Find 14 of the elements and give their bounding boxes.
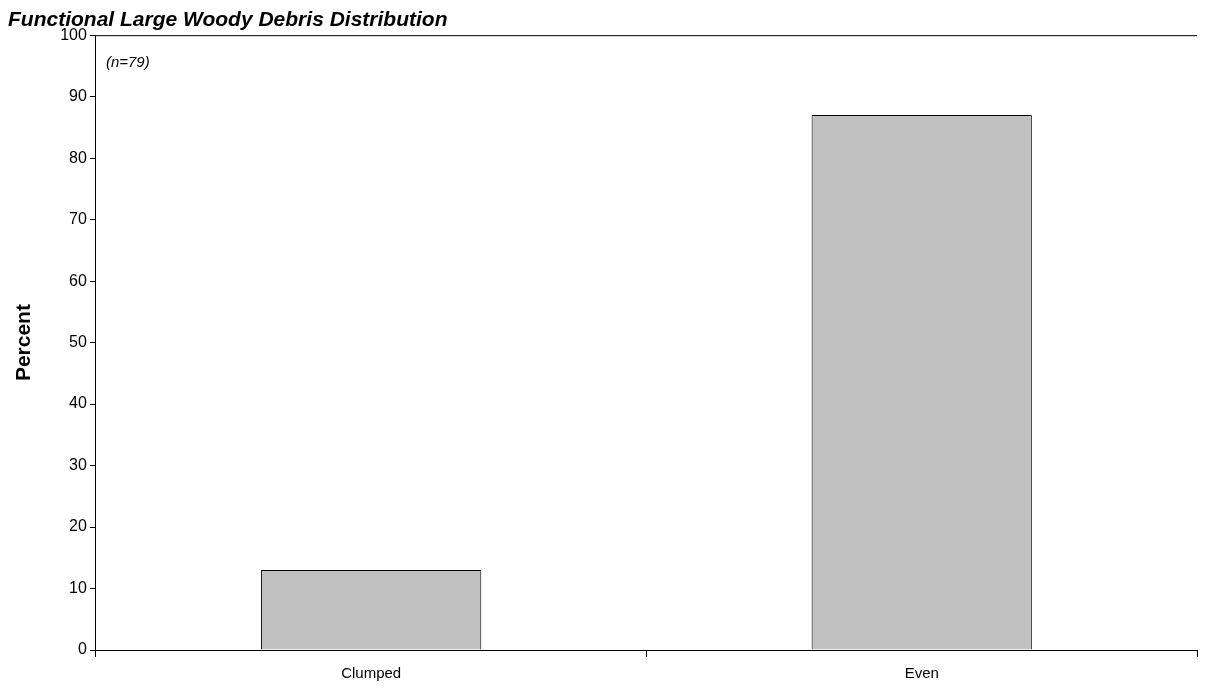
y-tick-label: 60 (69, 271, 87, 289)
y-tick-label: 40 (69, 394, 87, 412)
y-tick-label: 20 (69, 517, 87, 535)
y-tick-label: 90 (69, 87, 87, 105)
y-tick-label: 70 (69, 210, 87, 228)
y-tick-label: 0 (77, 640, 87, 658)
y-tick-label: 30 (69, 455, 87, 473)
y-axis-title: Percent (11, 304, 35, 382)
x-tick-label: Even (904, 664, 939, 682)
y-tick-label: 10 (69, 578, 87, 596)
y-tick-label: 50 (69, 333, 87, 351)
y-tick-label: 80 (69, 148, 87, 166)
x-tick-label: Clumped (341, 664, 402, 682)
annotation: (n=79) (105, 52, 150, 70)
